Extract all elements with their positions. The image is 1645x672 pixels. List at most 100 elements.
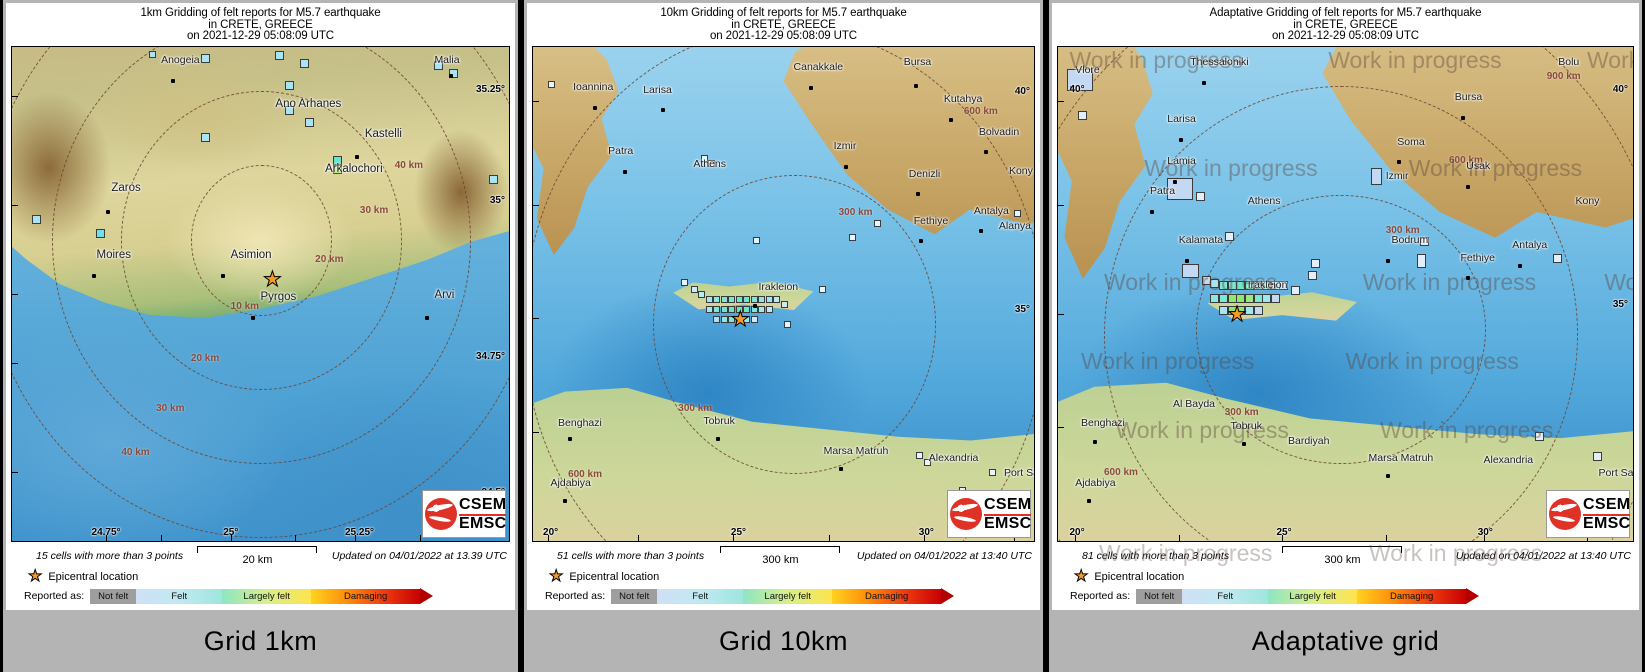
city-label: Zaros [111,182,141,195]
city-label: Bardiyah [1288,434,1330,447]
felt-cell[interactable] [548,81,556,89]
felt-cell[interactable] [449,68,459,78]
felt-cell[interactable] [728,296,736,304]
felt-cell[interactable] [200,133,210,143]
adaptive-cell[interactable] [1270,281,1280,291]
map-1km[interactable]: 10 km 20 km 30 km 40 km 30 km 20 km 40 k… [11,45,510,542]
adaptive-cell[interactable] [1224,231,1234,241]
adaptive-cell[interactable] [1417,254,1427,269]
adaptive-cell[interactable] [1253,281,1263,291]
felt-cell[interactable] [305,118,315,128]
felt-cell[interactable] [735,306,743,314]
adaptive-cell[interactable] [1196,192,1205,202]
felt-cell[interactable] [743,306,751,314]
adaptive-cell[interactable] [1253,293,1263,303]
felt-cell[interactable] [916,451,924,459]
adaptive-cell[interactable] [1210,278,1220,288]
felt-cell[interactable] [708,160,716,168]
felt-cell[interactable] [713,296,721,304]
felt-cell[interactable] [783,320,791,328]
felt-cell[interactable] [720,306,728,314]
felt-cell[interactable] [489,175,499,185]
adaptive-cell[interactable] [1262,293,1272,303]
felt-cell[interactable] [750,296,758,304]
adaptive-cell[interactable] [1066,68,1093,91]
adaptive-cell[interactable] [1290,286,1300,296]
adaptive-cell[interactable] [1262,281,1272,291]
felt-cell[interactable] [698,291,706,299]
felt-cell[interactable] [713,306,721,314]
felt-cell[interactable] [200,53,210,63]
felt-cell[interactable] [735,296,743,304]
adaptive-cell[interactable] [1244,281,1254,291]
adaptive-cell[interactable] [1227,306,1237,316]
felt-cell[interactable] [988,469,996,477]
city-dot [838,466,843,471]
felt-cell[interactable] [690,286,698,294]
adaptive-cell[interactable] [1592,451,1602,461]
felt-cell[interactable] [705,306,713,314]
adaptive-cell[interactable] [1311,259,1320,269]
felt-cell[interactable] [700,155,708,163]
adaptive-cell[interactable] [1219,281,1228,291]
felt-cell[interactable] [300,58,310,68]
adaptive-cell[interactable] [1227,293,1237,303]
adaptive-cell[interactable] [1219,293,1228,303]
felt-cell[interactable] [148,51,156,59]
felt-cell[interactable] [750,316,758,323]
map-adaptative[interactable]: 300 km 300 km 600 km 600 km 900 km [1057,45,1634,542]
adaptive-cell[interactable] [1308,271,1318,281]
adaptive-cell[interactable] [1244,293,1254,303]
felt-cell[interactable] [923,459,931,467]
felt-cell[interactable] [765,306,773,314]
adaptive-cell[interactable] [1552,254,1562,264]
adaptive-cell[interactable] [1219,306,1228,316]
adaptive-cell[interactable] [1371,167,1383,185]
felt-cell[interactable] [818,286,826,294]
felt-cell[interactable] [873,219,881,227]
felt-cell[interactable] [780,301,788,309]
felt-cell[interactable] [753,236,761,244]
felt-cell[interactable] [743,296,751,304]
felt-cell[interactable] [720,316,728,323]
felt-cell[interactable] [758,306,766,314]
epicentral-location-label: Epicentral location [48,570,139,583]
adaptive-cell[interactable] [1253,306,1263,316]
felt-cell[interactable] [285,81,295,91]
adaptive-cell[interactable] [1181,264,1199,279]
map-10km[interactable]: 300 km 300 km 600 km 600 km [532,45,1035,542]
felt-cell[interactable] [680,278,688,286]
adaptive-cell[interactable] [1201,276,1211,286]
adaptive-cell[interactable] [1210,293,1220,303]
adaptive-cell[interactable] [1236,306,1246,316]
adaptive-cell[interactable] [1270,293,1280,303]
adaptive-cell[interactable] [1236,281,1246,291]
felt-cell[interactable] [434,61,444,71]
adaptive-cell[interactable] [1244,306,1254,316]
adaptive-cell[interactable] [1078,110,1088,120]
felt-cell[interactable] [848,234,856,242]
felt-cell[interactable] [765,296,773,304]
adaptive-cell[interactable] [1227,281,1237,291]
felt-cell[interactable] [728,316,736,323]
felt-cell[interactable] [773,296,781,304]
adaptive-cell[interactable] [1279,281,1289,291]
felt-cell[interactable] [735,316,743,323]
adaptive-cell[interactable] [1236,293,1246,303]
felt-cell[interactable] [1013,209,1021,217]
felt-cell[interactable] [285,105,295,115]
felt-cell-strong[interactable] [332,156,342,166]
felt-cell[interactable] [713,316,721,323]
felt-cell[interactable] [720,296,728,304]
adaptive-cell[interactable] [1420,236,1430,246]
ramp-damaging: Damaging [1357,588,1467,604]
felt-cell[interactable] [705,296,713,304]
felt-cell[interactable] [31,214,41,224]
felt-cell[interactable] [96,229,106,239]
felt-cell[interactable] [728,306,736,314]
adaptive-cell[interactable] [1535,432,1545,442]
felt-cell[interactable] [275,51,285,61]
felt-cell-strong[interactable] [332,165,342,175]
felt-cell[interactable] [758,296,766,304]
felt-cell[interactable] [743,316,751,323]
